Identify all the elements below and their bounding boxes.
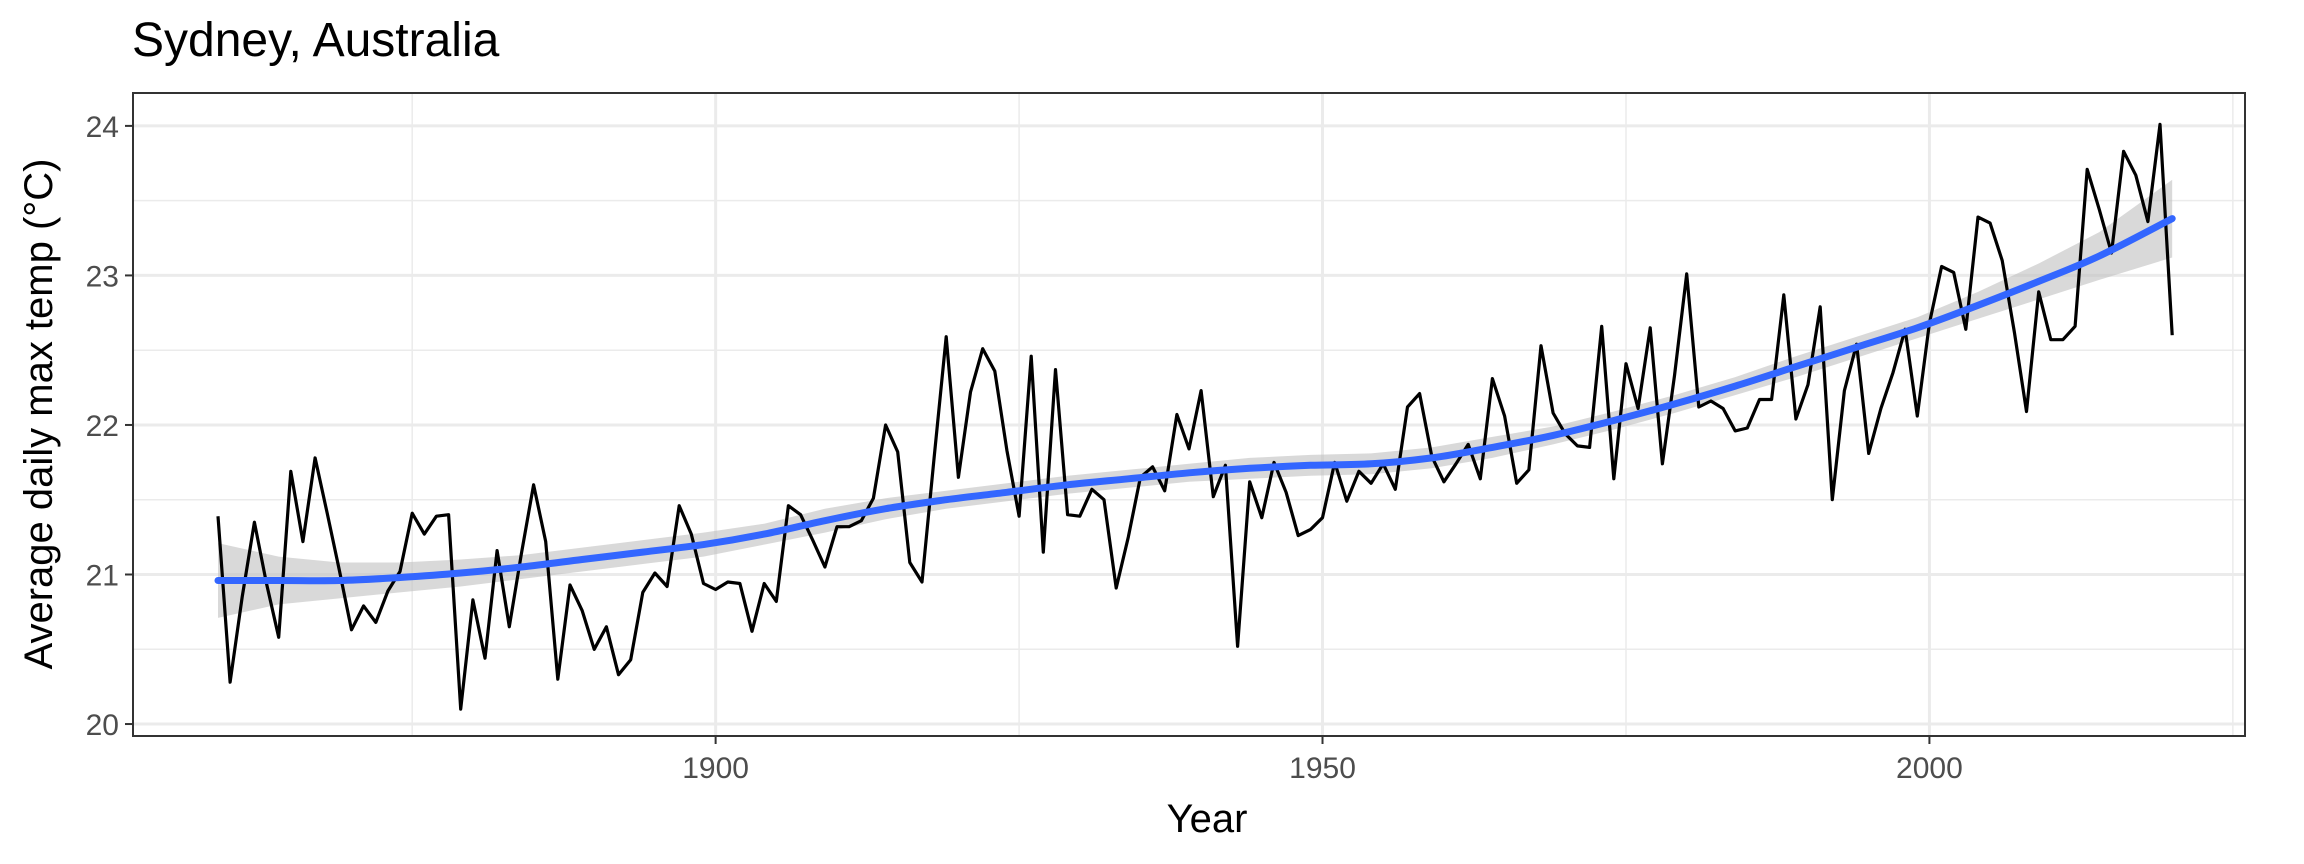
- x-axis-title: Year: [1167, 797, 1248, 841]
- y-tick-label: 23: [86, 260, 119, 293]
- x-axis-ticks: 1900 1950 2000: [682, 736, 1963, 785]
- y-tick-label: 20: [86, 709, 119, 742]
- chart-title: Sydney, Australia: [132, 14, 500, 67]
- smooth-trend-line: [214, 215, 2176, 585]
- series-layer: [216, 122, 2174, 711]
- y-axis-title: Average daily max temp (°C): [17, 159, 61, 670]
- y-axis-ticks: 20 21 22 23 24: [86, 111, 133, 742]
- y-tick-label: 22: [86, 410, 119, 443]
- y-tick-label: 21: [86, 560, 119, 593]
- x-tick-label: 1950: [1289, 752, 1356, 785]
- x-tick-label: 1900: [682, 752, 749, 785]
- x-tick-label: 2000: [1896, 752, 1963, 785]
- smooth-layer: [214, 215, 2176, 585]
- grid-major: [133, 93, 2245, 736]
- series-line: [216, 122, 2174, 711]
- panel-border: [132, 92, 2246, 737]
- y-tick-label: 24: [86, 111, 119, 144]
